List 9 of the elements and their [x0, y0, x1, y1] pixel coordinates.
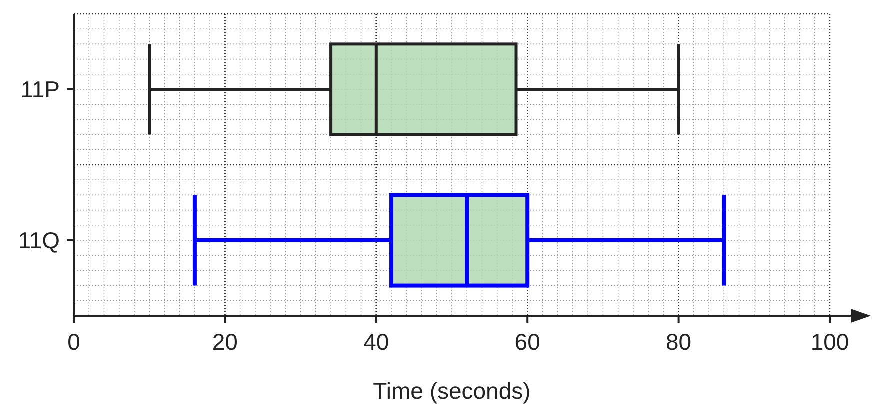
- x-axis-title: Time (seconds): [373, 378, 531, 404]
- y-tick-label: 11Q: [18, 228, 60, 254]
- x-tick-label: 40: [364, 329, 390, 355]
- x-tick-label: 60: [514, 329, 540, 355]
- y-tick-label: 11P: [20, 76, 60, 102]
- x-tick-label: 20: [212, 329, 238, 355]
- x-tick-label: 80: [666, 329, 692, 355]
- x-tick-label: 0: [68, 329, 80, 355]
- x-tick-label: 100: [810, 329, 850, 355]
